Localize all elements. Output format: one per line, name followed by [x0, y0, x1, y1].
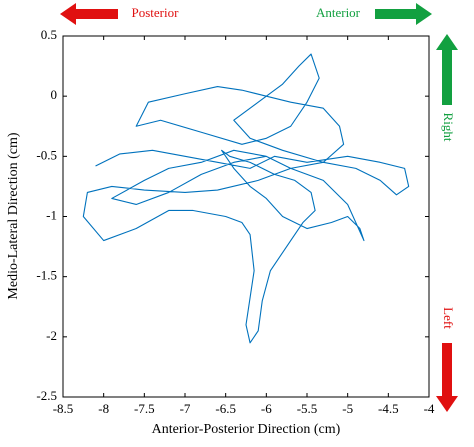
x-tick-label: -8 [98, 401, 109, 416]
annotation: Posterior [132, 5, 180, 20]
trajectory-line [82, 53, 410, 344]
annotation: Right [441, 113, 456, 142]
x-tick-label: -8.5 [53, 401, 74, 416]
x-tick-label: -5 [342, 401, 353, 416]
y-tick-label: -2 [46, 328, 57, 343]
x-tick-label: -4 [424, 401, 435, 416]
y-tick-label: 0.5 [41, 27, 57, 42]
annotation: Left [441, 307, 456, 329]
plot-frame [62, 35, 430, 398]
y-tick-label: -1 [46, 207, 57, 222]
x-tick-label: -5.5 [297, 401, 318, 416]
x-tick-label: -6.5 [215, 401, 236, 416]
y-tick-label: -0.5 [36, 147, 57, 162]
left-arrow [436, 343, 458, 412]
x-axis-title: Anterior-Posterior Direction (cm) [152, 422, 341, 437]
y-tick-label: 0 [51, 87, 58, 102]
x-tick-label: -7.5 [134, 401, 155, 416]
x-tick-label: -7 [180, 401, 191, 416]
x-tick-label: -4.5 [378, 401, 399, 416]
y-tick-label: -2.5 [36, 388, 57, 403]
annotation: Anterior [316, 5, 361, 20]
y-axis-title: Medio-Lateral Direction (cm) [6, 132, 21, 299]
posterior-arrow [60, 3, 118, 25]
y-tick-label: -1.5 [36, 268, 57, 283]
anterior-arrow [375, 3, 432, 25]
right-arrow [436, 34, 458, 105]
x-tick-label: -6 [261, 401, 272, 416]
